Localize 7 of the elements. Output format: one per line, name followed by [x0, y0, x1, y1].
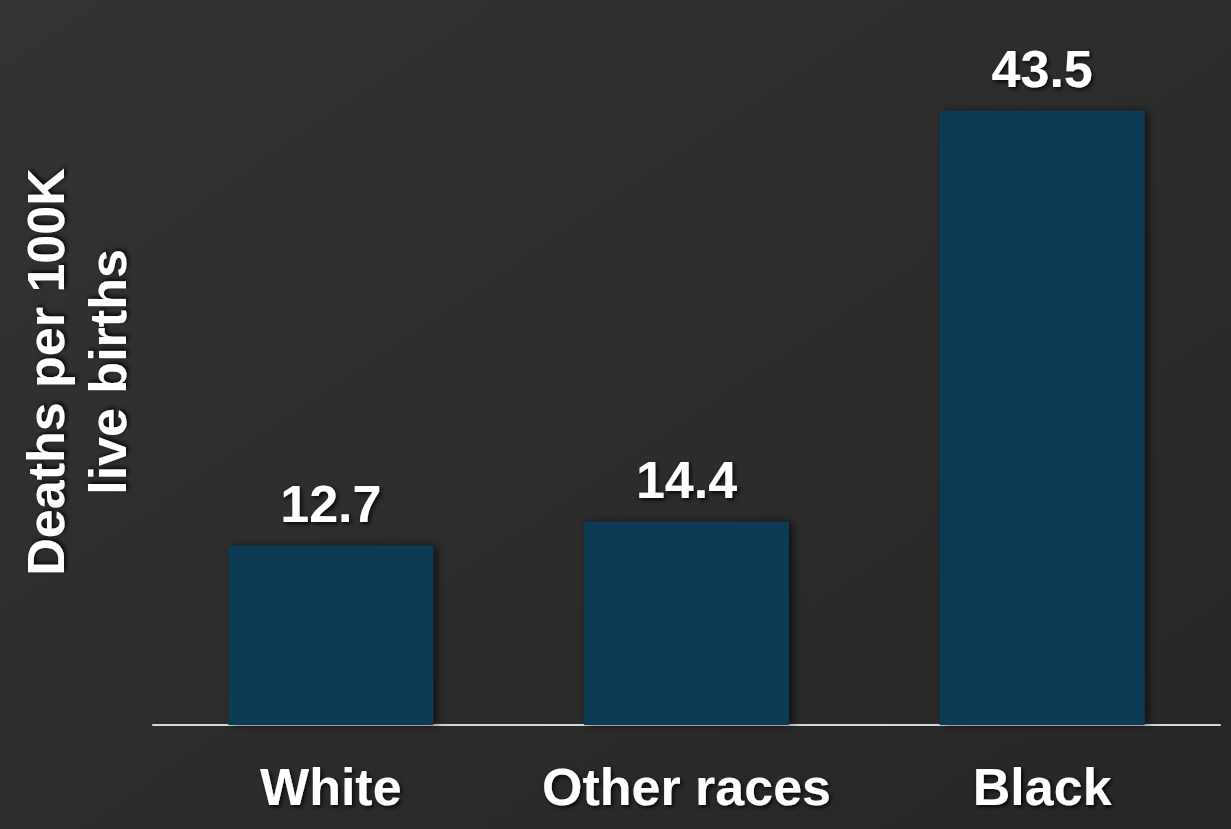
y-axis-title: Deaths per 100K live births — [17, 167, 137, 576]
x-tick-label: White — [260, 758, 402, 816]
x-tick-label: Black — [972, 758, 1112, 816]
x-tick-label: Other races — [541, 758, 832, 816]
data-label: 14.4 — [635, 450, 738, 509]
data-label: 12.7 — [280, 474, 382, 533]
data-label: 43.5 — [991, 39, 1093, 98]
